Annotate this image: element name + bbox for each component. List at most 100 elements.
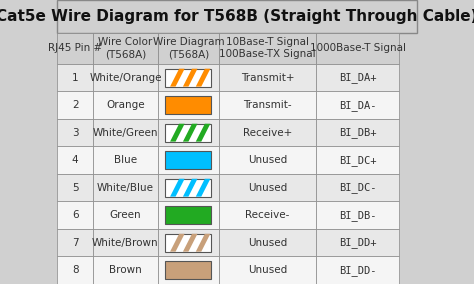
Bar (93, 119, 158, 147)
Bar (158, 229, 219, 256)
Text: BI_DD+: BI_DD+ (339, 237, 376, 248)
Polygon shape (196, 124, 210, 142)
Bar (57, 174, 93, 201)
Bar (158, 256, 219, 284)
Text: 5: 5 (72, 183, 78, 193)
Text: BI_DB-: BI_DB- (339, 210, 376, 221)
Bar (219, 201, 316, 229)
Bar (316, 147, 399, 174)
Text: 1: 1 (72, 73, 78, 83)
Text: White/Blue: White/Blue (97, 183, 154, 193)
Text: Blue: Blue (114, 155, 137, 165)
Polygon shape (196, 69, 210, 87)
Bar (316, 229, 399, 256)
Bar (93, 64, 158, 91)
Bar (57, 256, 93, 284)
Polygon shape (183, 124, 198, 142)
Text: 7: 7 (72, 238, 78, 248)
Bar (57, 91, 93, 119)
Bar (219, 147, 316, 174)
Bar (316, 33, 399, 64)
Polygon shape (196, 234, 210, 252)
Bar (165, 179, 211, 197)
Text: 10Base-T Signal
100Base-TX Signal: 10Base-T Signal 100Base-TX Signal (219, 37, 316, 59)
Bar (93, 91, 158, 119)
Text: White/Orange: White/Orange (89, 73, 162, 83)
Bar (158, 91, 219, 119)
Bar (316, 174, 399, 201)
Bar (158, 33, 219, 64)
Text: Receive-: Receive- (246, 210, 290, 220)
Bar (165, 151, 211, 169)
Text: BI_DC+: BI_DC+ (339, 155, 376, 166)
Bar (316, 256, 399, 284)
Bar (165, 234, 211, 252)
Bar (316, 119, 399, 147)
Polygon shape (183, 69, 198, 87)
Bar (93, 174, 158, 201)
Polygon shape (170, 234, 185, 252)
Text: Transmit-: Transmit- (243, 100, 292, 110)
Text: Brown: Brown (109, 265, 142, 275)
Polygon shape (170, 69, 185, 87)
Bar (57, 64, 93, 91)
Text: 3: 3 (72, 128, 78, 138)
Bar (165, 261, 211, 279)
Bar (219, 91, 316, 119)
Polygon shape (183, 179, 198, 197)
Text: Cat5e Wire Diagram for T568B (Straight Through Cable): Cat5e Wire Diagram for T568B (Straight T… (0, 9, 474, 24)
Text: BI_DB+: BI_DB+ (339, 127, 376, 138)
Text: Receive+: Receive+ (243, 128, 292, 138)
Text: Unused: Unused (248, 238, 287, 248)
Polygon shape (183, 234, 198, 252)
Text: BI_DA+: BI_DA+ (339, 72, 376, 83)
Bar (165, 69, 211, 87)
Bar (165, 96, 211, 114)
Text: Transmit+: Transmit+ (241, 73, 294, 83)
Text: White/Green: White/Green (93, 128, 158, 138)
Bar (93, 229, 158, 256)
Text: 8: 8 (72, 265, 78, 275)
Bar (57, 201, 93, 229)
Text: Wire Color
(T568A): Wire Color (T568A) (98, 37, 153, 59)
Text: White/Brown: White/Brown (92, 238, 159, 248)
Bar (158, 174, 219, 201)
Polygon shape (170, 179, 185, 197)
Bar (219, 64, 316, 91)
Text: 6: 6 (72, 210, 78, 220)
Bar (158, 201, 219, 229)
Text: Orange: Orange (106, 100, 145, 110)
Text: Wire Diagram
(T568A): Wire Diagram (T568A) (153, 37, 224, 59)
Bar (316, 201, 399, 229)
Bar (158, 147, 219, 174)
Text: BI_DD-: BI_DD- (339, 265, 376, 276)
Text: 2: 2 (72, 100, 78, 110)
Bar (57, 119, 93, 147)
Bar (93, 147, 158, 174)
Polygon shape (170, 124, 185, 142)
Bar (219, 256, 316, 284)
Text: BI_DA-: BI_DA- (339, 100, 376, 111)
Text: RJ45 Pin #: RJ45 Pin # (48, 43, 102, 53)
Bar (57, 147, 93, 174)
Text: 1000Base-T Signal: 1000Base-T Signal (310, 43, 406, 53)
Text: Unused: Unused (248, 265, 287, 275)
Bar (57, 0, 417, 33)
Polygon shape (196, 179, 210, 197)
Bar (93, 256, 158, 284)
Bar (57, 33, 93, 64)
Bar (219, 229, 316, 256)
Bar (158, 64, 219, 91)
Bar (219, 33, 316, 64)
Bar (57, 229, 93, 256)
Text: Unused: Unused (248, 155, 287, 165)
Text: Green: Green (109, 210, 141, 220)
Text: BI_DC-: BI_DC- (339, 182, 376, 193)
Bar (165, 206, 211, 224)
Bar (93, 33, 158, 64)
Text: 4: 4 (72, 155, 78, 165)
Text: Unused: Unused (248, 183, 287, 193)
Bar (219, 119, 316, 147)
Bar (219, 174, 316, 201)
Bar (316, 64, 399, 91)
